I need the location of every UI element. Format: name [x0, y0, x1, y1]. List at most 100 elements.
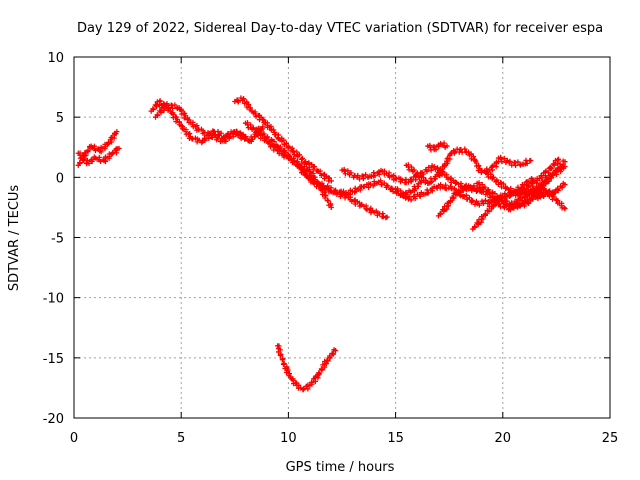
data-trace-segment [240, 96, 253, 113]
data-trace-segment [411, 179, 423, 194]
y-tick-label: -20 [43, 412, 64, 427]
data-trace-segment [368, 167, 384, 179]
data-trace-segment [521, 157, 533, 167]
data-trace-segment [489, 159, 500, 173]
data-trace-segment [475, 197, 492, 208]
data-trace-segment [437, 203, 450, 217]
data-trace-segment [471, 217, 484, 231]
data-trace-segment [110, 146, 121, 156]
data-trace-segment [222, 129, 239, 144]
data-trace-segment [442, 151, 453, 167]
x-tick-label: 15 [387, 431, 404, 446]
data-trace-segment [281, 360, 292, 379]
data-trace-segment [508, 196, 521, 209]
data-trace-segment [523, 186, 536, 199]
data-trace-segment [196, 126, 211, 139]
series-arc-19 [521, 186, 568, 212]
series-arc-20 [495, 154, 534, 169]
data-trace-segment [458, 146, 469, 156]
data-trace-segment [150, 99, 163, 113]
data-trace-segment [301, 382, 311, 392]
x-tick-label: 0 [70, 431, 78, 446]
y-tick-label: 10 [47, 51, 64, 66]
series-arc-10 [339, 163, 484, 194]
data-trace-segment [102, 151, 115, 165]
data-trace-segment [454, 183, 468, 197]
data-trace-segment [550, 164, 567, 177]
data-trace-segment [552, 180, 566, 196]
y-tick-label: -15 [43, 352, 64, 367]
data-trace-segment [355, 172, 371, 182]
data-trace-segment [498, 154, 510, 165]
data-trace-segment [465, 183, 478, 192]
data-trace-segment [179, 123, 193, 141]
x-tick-label: 25 [602, 431, 619, 446]
data-trace-segment [316, 358, 329, 377]
series-arc-2 [75, 145, 122, 167]
data-trace-segment [261, 117, 274, 130]
data-trace-segment [393, 175, 409, 186]
data-trace-segment [361, 179, 380, 191]
data-trace-segment [422, 184, 440, 197]
data-trace-segment [466, 151, 478, 162]
data-trace-segment [304, 160, 321, 174]
series-arc-4 [152, 101, 266, 145]
data-trace-segment [373, 208, 389, 221]
x-tick-label: 5 [177, 431, 185, 446]
data-trace-segment [276, 144, 291, 158]
data-point [555, 156, 562, 162]
data-trace-segment [506, 185, 519, 199]
data-trace-segment [406, 190, 424, 203]
data-trace-segment [494, 177, 509, 192]
data-trace-segment [308, 373, 321, 387]
data-trace-segment [485, 169, 499, 185]
data-trace-segment [436, 164, 447, 179]
data-trace-segment [479, 204, 495, 222]
data-trace-segment [317, 168, 332, 184]
data-trace-segment [555, 198, 567, 211]
data-trace-segment [405, 162, 420, 178]
data-point [302, 159, 309, 165]
y-tick-label: -5 [51, 232, 64, 247]
data-trace-segment [414, 170, 429, 186]
data-trace-segment [164, 101, 180, 112]
series-arc-8 [275, 343, 339, 393]
data-trace-segment [208, 131, 225, 145]
data-trace-segment [325, 347, 337, 364]
y-tick-label: 0 [56, 171, 64, 186]
data-trace-segment [378, 178, 393, 193]
data-trace-segment [275, 343, 287, 367]
data-trace-segment [154, 102, 168, 119]
series-arc-17 [483, 156, 562, 199]
data-trace-segment [444, 190, 457, 209]
data-trace-segment [234, 95, 246, 105]
data-trace-segment [341, 166, 358, 180]
data-trace-segment [485, 187, 500, 201]
data-trace-segment [347, 194, 363, 209]
data-trace-segment [450, 146, 462, 156]
data-point [562, 206, 568, 212]
data-trace-segment [439, 140, 448, 150]
data-trace-segment [517, 196, 533, 209]
data-trace-segment [381, 168, 397, 183]
data-trace-segment [540, 172, 554, 189]
data-trace-segment [476, 180, 490, 195]
data-trace-segment [295, 382, 306, 393]
x-axis-label: GPS time / hours [286, 460, 395, 475]
data-trace-segment [298, 164, 316, 185]
data-trace-segment [94, 154, 106, 164]
data-trace-segment [437, 182, 454, 192]
data-trace-segment [507, 158, 524, 169]
data-trace-segment [264, 134, 279, 149]
data-trace-segment [533, 186, 547, 196]
data-trace-segment [426, 171, 440, 186]
series-arc-1 [75, 129, 120, 168]
plot-frame [73, 56, 611, 419]
chart-title: Day 129 of 2022, Sidereal Day-to-day VTE… [77, 21, 603, 36]
data-trace-segment [90, 143, 102, 154]
data-trace-segment [255, 126, 270, 142]
grid-lines [74, 57, 610, 418]
data-trace-segment [98, 141, 111, 155]
data-trace-segment [268, 127, 285, 143]
